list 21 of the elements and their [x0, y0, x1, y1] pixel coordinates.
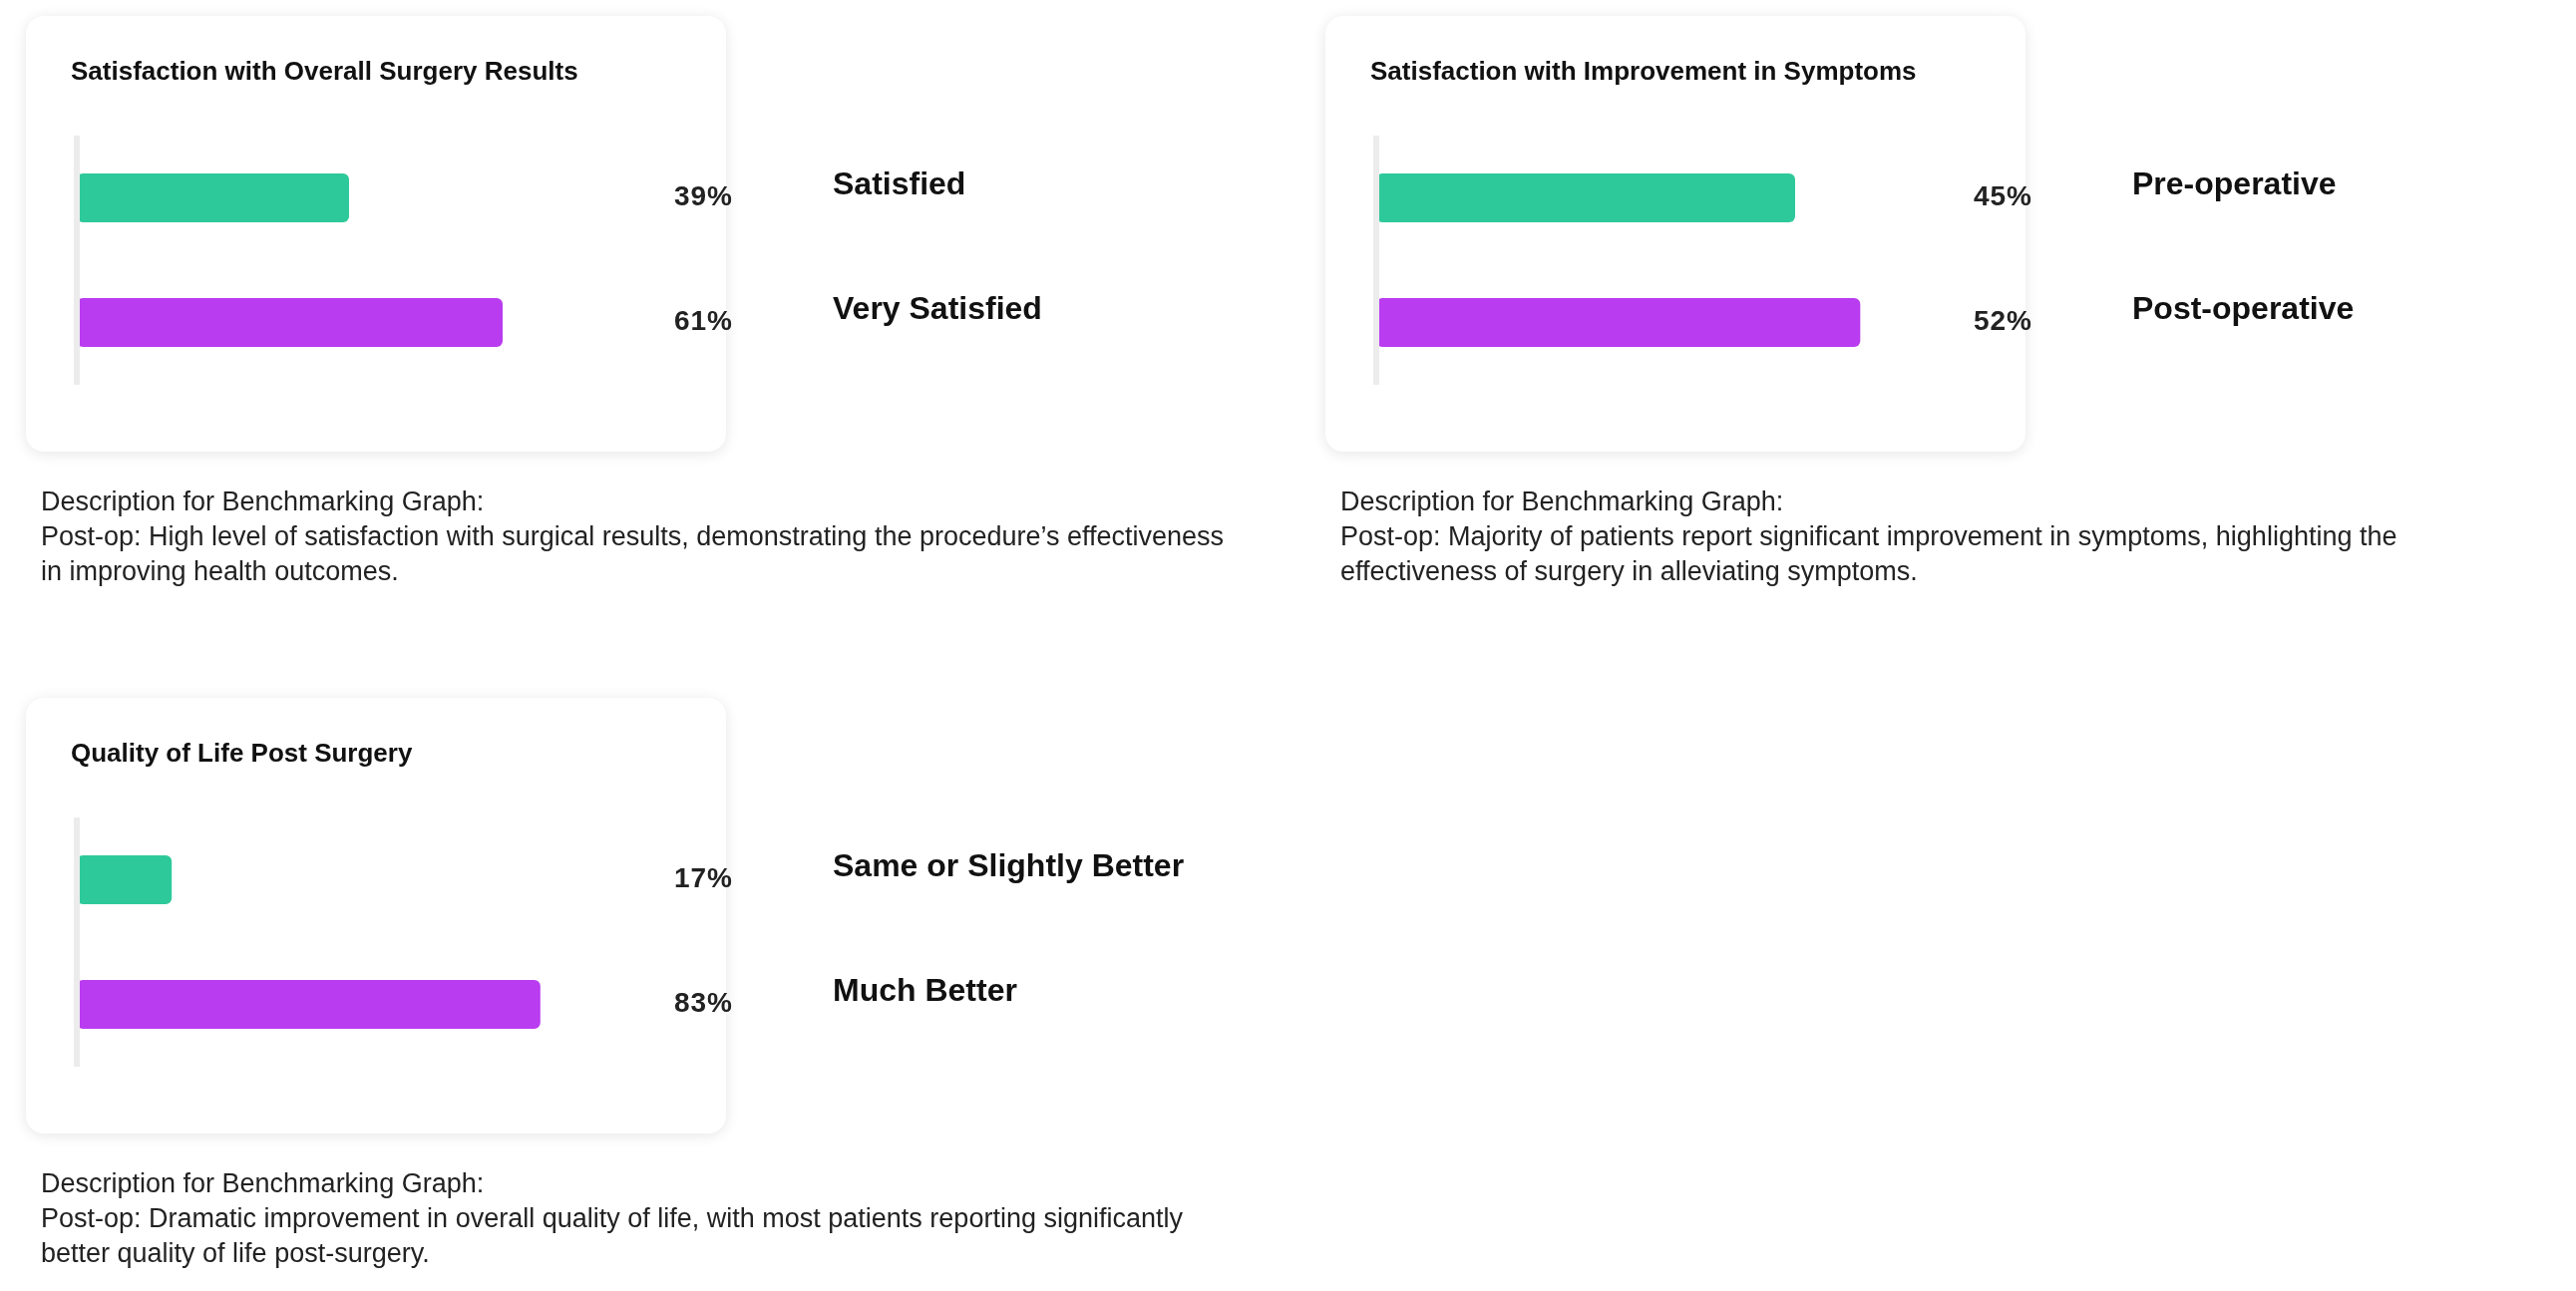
chart-title: Satisfaction with Improvement in Symptoms [1370, 56, 1917, 87]
text: Description for Benchmarking Graph: [41, 1167, 486, 1200]
data-label: 17% [673, 861, 733, 893]
chart-title: Satisfaction with Overall Surgery Results [71, 56, 578, 87]
data-label: 61% [673, 304, 733, 336]
data-label: 83% [673, 986, 733, 1018]
chart-title: Quality of Life Post Surgery [71, 738, 413, 769]
y-tick-label: Very Satisfied [833, 289, 1042, 326]
text: Description for Benchmarking Graph: [41, 485, 486, 518]
y-tick-label: Post-operative [2132, 289, 2355, 326]
data-label: 39% [673, 179, 733, 211]
text: Post-op: High level of satisfaction with surgical results, demonstrating the procedure’s effectiveness in improving health outcomes. [41, 520, 1226, 588]
y-tick-label: Much Better [833, 971, 1017, 1008]
y-tick-label: Same or Slightly Better [833, 846, 1185, 883]
text: Description for Benchmarking Graph: [1340, 485, 1785, 518]
y-tick-label: Satisfied [833, 164, 966, 201]
data-label: 52% [1973, 304, 2032, 336]
data-label: 45% [1973, 179, 2032, 211]
y-tick-label: Pre-operative [2132, 164, 2337, 201]
text: Post-op: Dramatic improvement in overall quality of life, with most patients reporting significantly better quality of life post-surgery. [41, 1202, 1184, 1270]
text: Post-op: Majority of patients report significant improvement in symptoms, highlighting the effectiveness of surgery in alleviating symptoms. [1340, 520, 2398, 588]
